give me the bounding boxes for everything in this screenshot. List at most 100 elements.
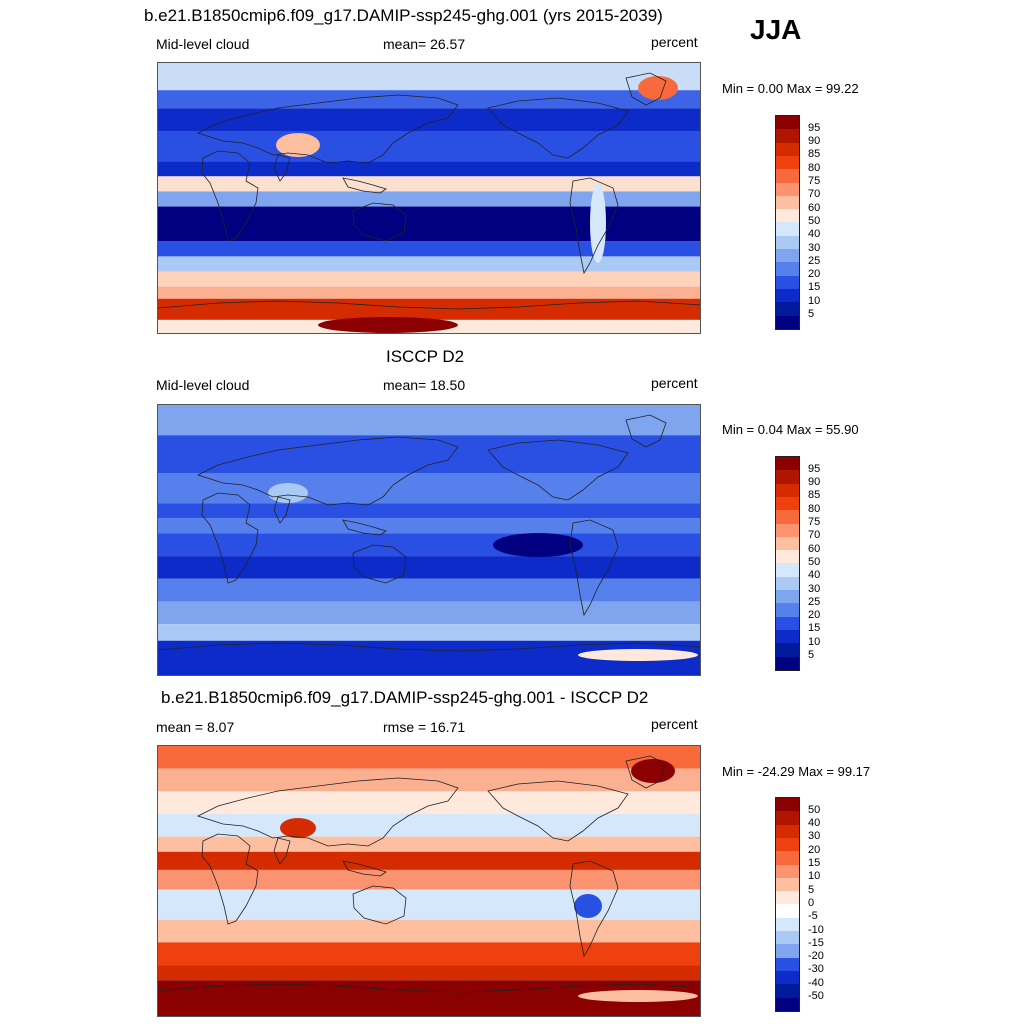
panel-1-map — [157, 62, 701, 334]
colorbar-swatch — [776, 142, 799, 157]
colorbar-tick-label: 5 — [808, 649, 815, 661]
colorbar-swatch — [776, 603, 799, 618]
colorbar-swatch — [776, 510, 799, 524]
colorbar-swatch — [776, 629, 799, 644]
colorbar-tick-label: 75 — [808, 516, 821, 528]
colorbar-tick-label: -40 — [808, 976, 824, 989]
panel-3-map — [157, 745, 701, 1017]
colorbar-swatch — [776, 129, 799, 144]
panel-3-units-label: percent — [651, 716, 698, 732]
colorbar-tick-label: 0 — [808, 896, 815, 909]
panel-1-colorbar — [775, 115, 800, 330]
panel-1-mean-label: mean= 26.57 — [383, 36, 466, 52]
colorbar-swatch — [776, 235, 799, 250]
colorbar-tick-label: 75 — [808, 175, 821, 187]
colorbar-tick-label: -50 — [808, 990, 824, 1002]
colorbar-swatch — [776, 864, 799, 879]
colorbar-tick-label: 85 — [808, 148, 821, 161]
colorbar-tick-label: 80 — [808, 502, 821, 515]
colorbar-swatch — [776, 957, 799, 972]
colorbar-tick-label: 50 — [808, 214, 821, 227]
colorbar-tick-label: 10 — [808, 870, 821, 883]
colorbar-tick-label: 40 — [808, 569, 821, 582]
colorbar-tick-label: 80 — [808, 161, 821, 174]
colorbar-swatch — [776, 877, 799, 892]
colorbar-swatch — [776, 563, 799, 578]
panel-3-minmax-label: Min = -24.29 Max = 99.17 — [722, 764, 871, 779]
colorbar-swatch — [776, 917, 799, 932]
map-field — [158, 405, 700, 675]
panel-3-colorbar — [775, 797, 800, 1012]
colorbar-swatch — [776, 155, 799, 170]
panel-2-title: ISCCP D2 — [386, 347, 465, 366]
panel-1-variable-label: Mid-level cloud — [156, 36, 250, 52]
colorbar-tick-label: -20 — [808, 950, 824, 963]
colorbar-tick-label: 30 — [808, 582, 821, 595]
colorbar-swatch — [776, 249, 799, 263]
colorbar-tick-label: 30 — [808, 241, 821, 254]
panel-3-title: b.e21.B1850cmip6.f09_g17.DAMIP-ssp245-gh… — [161, 688, 649, 707]
colorbar-tick-label: 50 — [808, 803, 821, 816]
map-field — [158, 746, 700, 1016]
colorbar-tick-label: 15 — [808, 857, 821, 869]
colorbar-swatch — [776, 811, 799, 826]
colorbar-tick-label: 5 — [808, 883, 815, 896]
colorbar-tick-label: 15 — [808, 622, 821, 635]
colorbar-swatch — [776, 457, 799, 471]
panel-2-minmax-label: Min = 0.04 Max = 55.90 — [722, 422, 859, 437]
colorbar-swatch — [776, 970, 799, 985]
colorbar-tick-label: 20 — [808, 609, 821, 622]
panel-1-minmax-label: Min = 0.00 Max = 99.22 — [722, 81, 859, 96]
colorbar-tick-label: 90 — [808, 135, 821, 148]
map-field — [158, 63, 700, 333]
panel-2-units-label: percent — [651, 375, 698, 391]
colorbar-tick-label: 50 — [808, 555, 821, 568]
panel-1-title: b.e21.B1850cmip6.f09_g17.DAMIP-ssp245-gh… — [144, 6, 663, 25]
colorbar-tick-label: 85 — [808, 489, 821, 502]
colorbar-swatch — [776, 931, 799, 945]
colorbar-tick-label: 20 — [808, 843, 821, 856]
colorbar-tick-label: 90 — [808, 476, 821, 489]
panel-3-rmse-label: rmse = 16.71 — [383, 719, 466, 735]
panel-2-variable-label: Mid-level cloud — [156, 377, 250, 393]
colorbar-swatch — [776, 483, 799, 498]
colorbar-swatch — [776, 798, 799, 812]
colorbar-tick-label: -30 — [808, 963, 824, 976]
colorbar-swatch — [776, 116, 799, 130]
colorbar-swatch — [776, 837, 799, 852]
colorbar-tick-label: 60 — [808, 201, 821, 214]
colorbar-tick-label: 30 — [808, 830, 821, 843]
panel-3-mean-label: mean = 8.07 — [156, 719, 235, 735]
colorbar-swatch — [776, 169, 799, 183]
colorbar-swatch — [776, 288, 799, 303]
colorbar-swatch — [776, 315, 799, 330]
colorbar-swatch — [776, 195, 799, 210]
colorbar-tick-label: 10 — [808, 635, 821, 648]
colorbar-swatch — [776, 209, 799, 223]
colorbar-swatch — [776, 222, 799, 237]
colorbar-swatch — [776, 643, 799, 657]
colorbar-swatch — [776, 616, 799, 631]
colorbar-swatch — [776, 590, 799, 604]
colorbar-tick-label: 40 — [808, 228, 821, 241]
colorbar-swatch — [776, 824, 799, 839]
season-label: JJA — [750, 14, 802, 45]
colorbar-tick-label: 25 — [808, 595, 821, 608]
colorbar-swatch — [776, 536, 799, 551]
colorbar-swatch — [776, 550, 799, 564]
colorbar-swatch — [776, 891, 799, 905]
panel-1-units-label: percent — [651, 34, 698, 50]
colorbar-swatch — [776, 851, 799, 865]
colorbar-tick-label: 20 — [808, 268, 821, 281]
colorbar-tick-label: 25 — [808, 254, 821, 267]
colorbar-tick-label: 70 — [808, 188, 821, 201]
colorbar-swatch — [776, 275, 799, 290]
colorbar-tick-label: 10 — [808, 294, 821, 307]
colorbar-swatch — [776, 470, 799, 485]
colorbar-swatch — [776, 302, 799, 316]
colorbar-swatch — [776, 262, 799, 277]
colorbar-swatch — [776, 496, 799, 511]
colorbar-tick-label: -5 — [808, 910, 818, 923]
colorbar-swatch — [776, 523, 799, 538]
colorbar-tick-label: 40 — [808, 817, 821, 830]
